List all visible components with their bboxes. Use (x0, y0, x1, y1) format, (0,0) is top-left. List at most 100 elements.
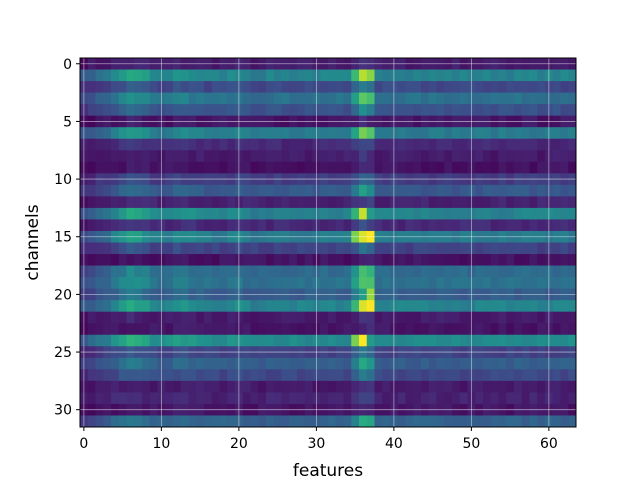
heatmap-cell (204, 150, 213, 163)
heatmap-cell (397, 81, 406, 93)
heatmap-cell (219, 92, 228, 105)
heatmap-cell (87, 357, 96, 370)
heatmap-cell (444, 196, 453, 209)
heatmap-cell (87, 92, 96, 105)
heatmap-cell (219, 323, 228, 336)
heatmap-cell (568, 334, 577, 347)
heatmap-cell (459, 300, 468, 313)
heatmap-cell (452, 380, 461, 393)
heatmap-cell (351, 92, 360, 105)
heatmap-cell (436, 196, 445, 209)
heatmap-cell (444, 184, 453, 197)
heatmap-cell (103, 127, 112, 140)
heatmap-cell (297, 69, 306, 82)
heatmap-cell (95, 196, 104, 209)
heatmap-cell (475, 380, 484, 393)
heatmap-cell (304, 392, 313, 405)
heatmap-cell (335, 415, 344, 428)
heatmap-cell (366, 138, 375, 151)
heatmap-cell (281, 161, 290, 174)
heatmap-cell (537, 196, 546, 209)
heatmap-cell (126, 300, 135, 313)
heatmap-cell (250, 92, 259, 105)
heatmap-cell (242, 127, 251, 140)
heatmap-cell (374, 415, 383, 428)
heatmap-cell (328, 380, 337, 393)
heatmap-cell (219, 69, 228, 82)
heatmap-cell (459, 242, 468, 255)
heatmap-cell (111, 265, 120, 278)
heatmap-cell (444, 242, 453, 255)
heatmap-cell (483, 92, 492, 105)
heatmap-cell (397, 277, 406, 290)
heatmap-cell (258, 323, 267, 336)
heatmap-cell (490, 161, 499, 174)
heatmap-cell (498, 127, 507, 140)
heatmap-cell (273, 392, 282, 405)
heatmap-cell (118, 161, 127, 174)
heatmap-cell (421, 81, 430, 93)
heatmap-cell (219, 161, 228, 174)
heatmap-cell (273, 277, 282, 290)
heatmap-cell (552, 311, 561, 324)
heatmap-cell (87, 369, 96, 382)
heatmap-cell (173, 242, 182, 255)
heatmap-cell (196, 242, 205, 255)
heatmap-cell (374, 69, 383, 82)
heatmap-cell (366, 334, 375, 347)
heatmap-cell (95, 184, 104, 197)
heatmap-cell (180, 311, 189, 324)
heatmap-cell (289, 81, 298, 93)
heatmap-cell (351, 127, 360, 140)
heatmap-cell (126, 196, 135, 209)
heatmap-cell (204, 69, 213, 82)
heatmap-cell (397, 415, 406, 428)
heatmap-cell (483, 357, 492, 370)
heatmap-cell (444, 415, 453, 428)
heatmap-cell (227, 69, 236, 82)
heatmap-cell (196, 300, 205, 313)
heatmap-cell (242, 277, 251, 290)
heatmap-cell (444, 138, 453, 151)
heatmap-cell (568, 138, 577, 151)
heatmap-cell (521, 219, 530, 232)
heatmap-cell (250, 265, 259, 278)
heatmap-cell (374, 369, 383, 382)
heatmap-cell (335, 69, 344, 82)
heatmap-cell (351, 300, 360, 313)
heatmap-cell (506, 242, 515, 255)
heatmap-cell (428, 415, 437, 428)
heatmap-cell (273, 127, 282, 140)
heatmap-cell (359, 92, 368, 105)
heatmap-cell (320, 300, 329, 313)
heatmap-cell (196, 311, 205, 324)
heatmap-cell (211, 254, 220, 266)
heatmap-cell (266, 150, 275, 163)
heatmap-cell (421, 69, 430, 82)
heatmap-cell (297, 104, 306, 117)
heatmap-cell (405, 254, 414, 266)
heatmap-cell (537, 300, 546, 313)
heatmap-cell (397, 161, 406, 174)
heatmap-cell (304, 369, 313, 382)
heatmap-cell (142, 254, 151, 266)
heatmap-cell (413, 357, 422, 370)
heatmap-cell (95, 150, 104, 163)
heatmap-cell (211, 392, 220, 405)
heatmap-cell (335, 127, 344, 140)
heatmap-cell (568, 311, 577, 324)
heatmap-cell (126, 207, 135, 220)
heatmap-cell (165, 357, 174, 370)
heatmap-cell (149, 311, 158, 324)
heatmap-cell (521, 242, 530, 255)
heatmap-cell (134, 127, 143, 140)
heatmap-cell (165, 265, 174, 278)
heatmap-cell (490, 265, 499, 278)
heatmap-cell (421, 265, 430, 278)
heatmap-cell (521, 69, 530, 82)
heatmap-cell (219, 357, 228, 370)
heatmap-cell (475, 138, 484, 151)
heatmap-cell (320, 380, 329, 393)
heatmap-cell (397, 357, 406, 370)
heatmap-cell (219, 415, 228, 428)
